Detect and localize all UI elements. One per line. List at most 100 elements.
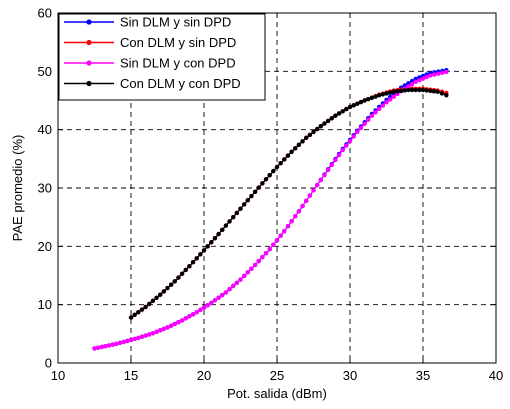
- data-point: [322, 172, 327, 178]
- data-point: [241, 273, 247, 279]
- data-point: [99, 344, 105, 350]
- data-point: [369, 113, 375, 118]
- data-point: [150, 298, 156, 304]
- data-point: [220, 292, 225, 298]
- data-point: [373, 94, 378, 99]
- data-point: [300, 139, 305, 144]
- data-point: [194, 256, 199, 261]
- data-point: [136, 310, 141, 315]
- data-point: [249, 193, 254, 199]
- data-point: [347, 138, 353, 144]
- data-point: [209, 240, 214, 245]
- data-point: [329, 162, 334, 168]
- data-point: [377, 106, 382, 112]
- data-point: [358, 99, 364, 105]
- data-point: [271, 242, 276, 247]
- data-point: [161, 289, 167, 294]
- data-point: [216, 295, 221, 300]
- data-point: [428, 88, 433, 94]
- legend-marker: [86, 80, 92, 87]
- data-point: [420, 87, 426, 93]
- data-point: [395, 89, 400, 94]
- data-point: [440, 70, 445, 75]
- data-point: [92, 346, 97, 351]
- data-point: [289, 219, 294, 224]
- data-point: [234, 280, 240, 285]
- data-point: [136, 335, 141, 341]
- data-point: [117, 340, 123, 346]
- data-point: [318, 123, 323, 129]
- data-point: [409, 81, 415, 87]
- data-point: [147, 301, 152, 307]
- y-axis-label: PAE promedio (%): [10, 135, 25, 242]
- data-point: [198, 252, 203, 257]
- x-tick-label: 10: [51, 368, 65, 383]
- data-point: [187, 263, 192, 269]
- x-tick-label: 15: [124, 368, 138, 383]
- data-point: [278, 161, 283, 166]
- data-point: [256, 185, 261, 190]
- data-point: [391, 94, 396, 99]
- data-point: [293, 214, 298, 219]
- data-point: [366, 117, 371, 122]
- data-point: [110, 342, 115, 347]
- data-point: [436, 71, 441, 76]
- data-point: [241, 202, 247, 207]
- data-point: [143, 333, 148, 338]
- data-point: [238, 277, 243, 282]
- data-point: [311, 188, 316, 193]
- y-tick-label: 10: [38, 297, 52, 312]
- data-point: [154, 295, 159, 301]
- data-point: [285, 224, 291, 229]
- data-point: [194, 310, 199, 315]
- data-point: [333, 157, 338, 163]
- data-point: [212, 298, 218, 303]
- data-point: [304, 135, 309, 141]
- data-point: [212, 235, 218, 241]
- data-point: [384, 91, 389, 96]
- data-point: [424, 74, 429, 80]
- legend-label: Con DLM y sin DPD: [120, 35, 236, 50]
- data-point: [190, 312, 196, 317]
- data-point: [263, 250, 269, 256]
- data-point: [340, 147, 345, 153]
- data-point: [227, 287, 232, 292]
- data-point: [435, 89, 440, 94]
- data-point: [231, 214, 236, 220]
- data-point: [132, 336, 137, 342]
- legend-label: Con DLM y con DPD: [120, 76, 241, 91]
- data-point: [103, 344, 108, 349]
- data-point: [263, 177, 269, 182]
- data-point: [384, 100, 389, 105]
- data-point: [293, 146, 298, 151]
- data-point: [95, 345, 101, 350]
- data-point: [391, 89, 396, 94]
- data-point: [428, 73, 433, 78]
- data-point: [351, 103, 356, 108]
- data-point: [362, 121, 367, 127]
- data-point: [402, 88, 407, 93]
- data-point: [311, 129, 316, 135]
- data-point: [205, 303, 210, 308]
- x-tick-label: 40: [489, 368, 503, 383]
- data-point: [432, 72, 437, 77]
- data-point: [351, 134, 356, 139]
- data-point: [347, 104, 353, 110]
- data-point: [216, 231, 221, 237]
- x-tick-label: 30: [343, 368, 357, 383]
- legend: Sin DLM y sin DPD Con DLM y sin DPD Sin DL…: [58, 13, 266, 101]
- data-point: [329, 116, 334, 121]
- x-tick-label: 35: [416, 368, 430, 383]
- data-point: [150, 331, 156, 336]
- data-point: [165, 325, 170, 330]
- data-point: [380, 103, 386, 108]
- data-point: [278, 233, 283, 238]
- x-tick-label: 20: [197, 368, 211, 383]
- data-point: [409, 78, 415, 84]
- y-tick-label: 20: [38, 239, 52, 254]
- data-point: [106, 343, 112, 348]
- data-point: [344, 106, 349, 112]
- data-point: [373, 110, 378, 115]
- data-point: [172, 321, 177, 327]
- grid: [58, 13, 496, 363]
